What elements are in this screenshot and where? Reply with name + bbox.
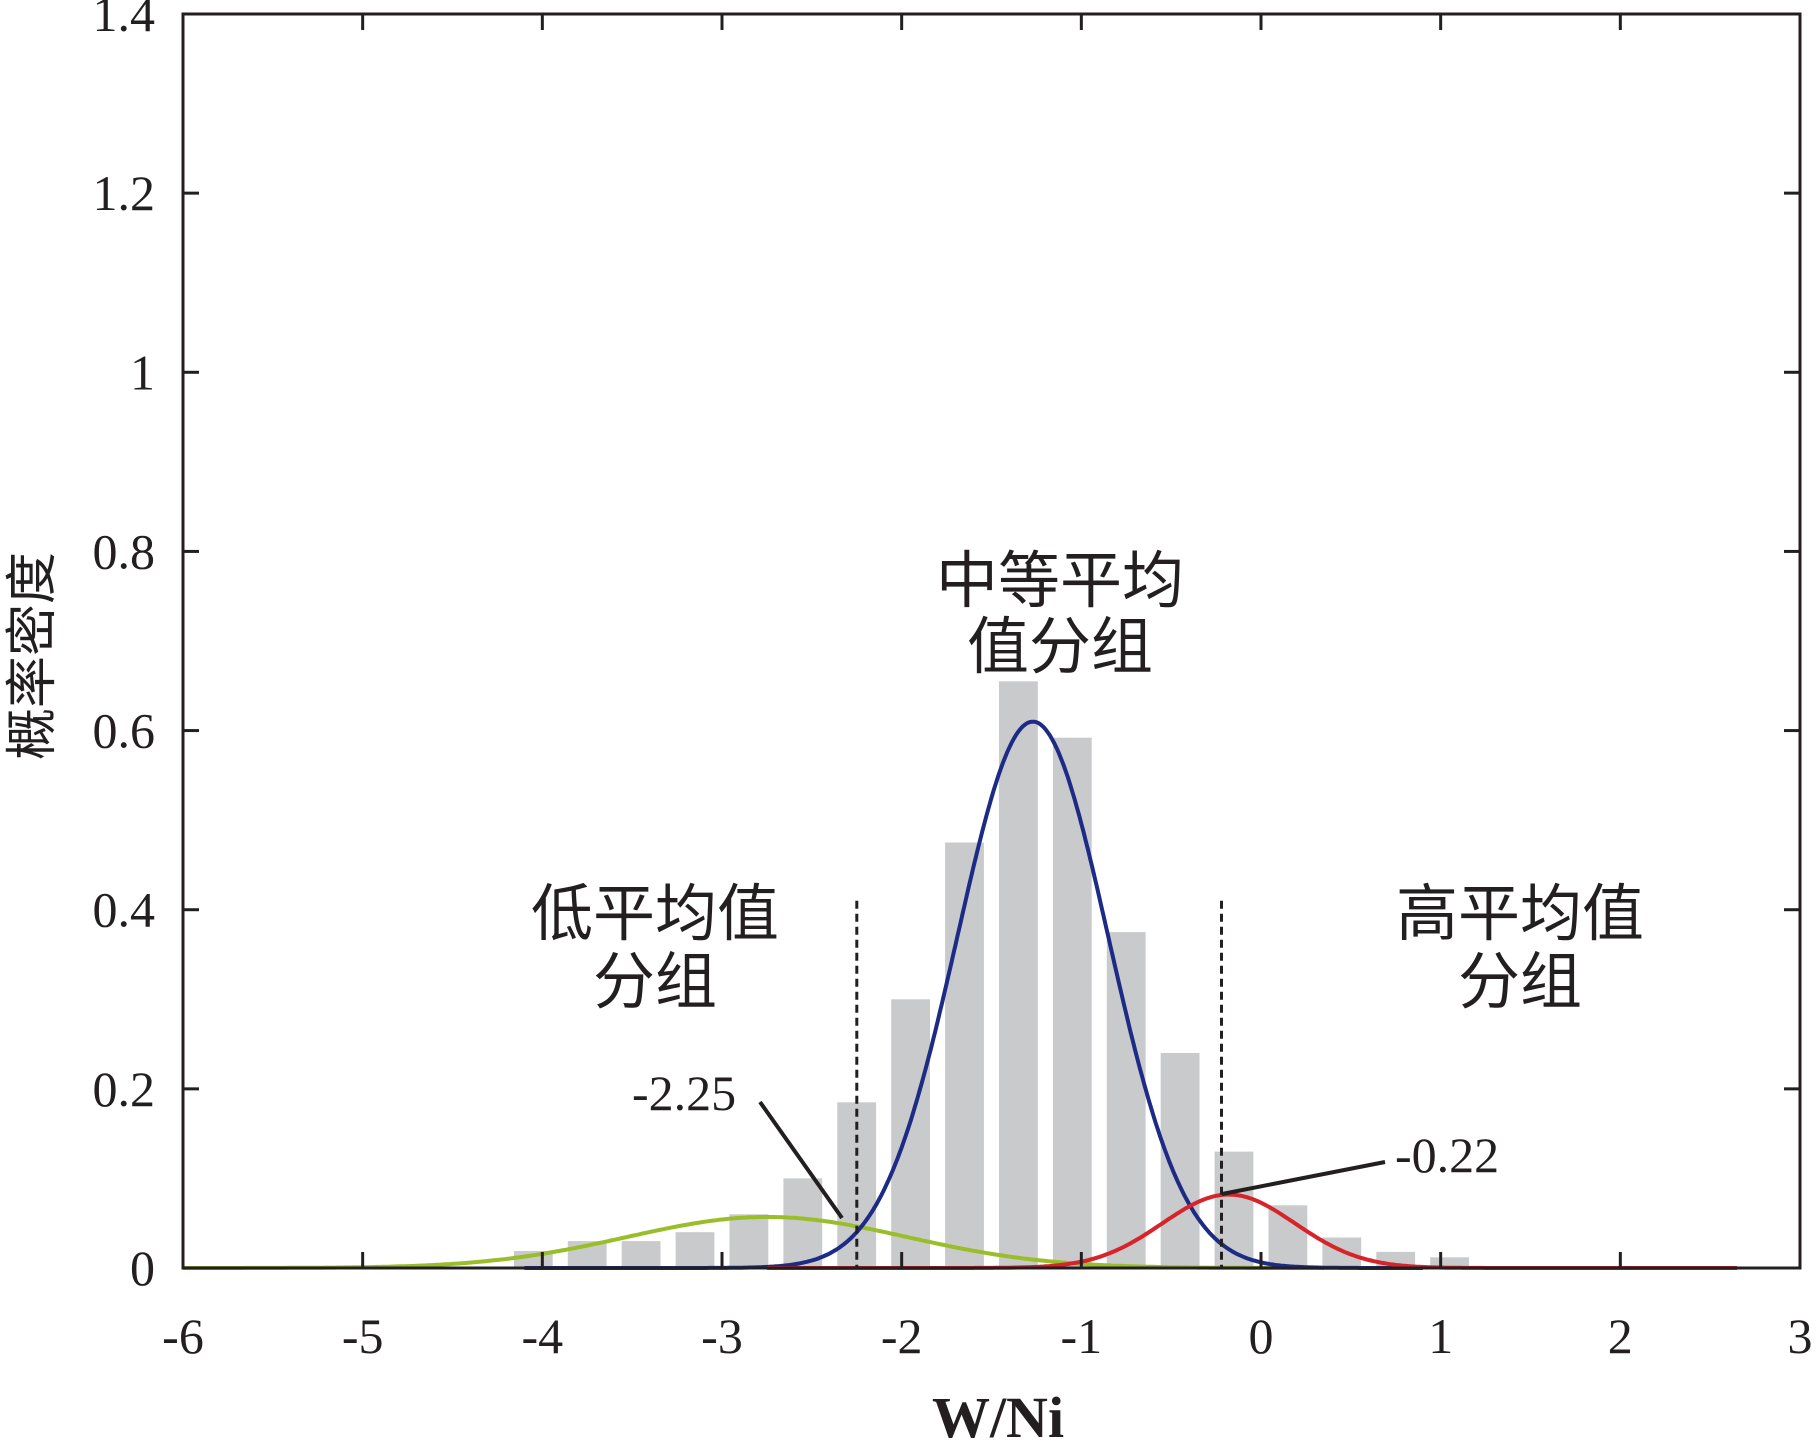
y-tick-label: 0.8 [93,523,156,579]
x-axis-title: W/Ni [932,1385,1064,1447]
histogram-bar [783,1178,823,1268]
histogram-bar [675,1232,715,1268]
histogram-bar [1430,1257,1469,1268]
group-label-line: 分组 [593,945,717,1018]
threshold-leader-line [1221,1160,1386,1196]
group-label-line: 值分组 [967,610,1153,683]
histogram-bar [1160,1053,1200,1268]
y-axis-title: 概率密度 [3,552,63,760]
x-tick-label: -6 [162,1308,204,1364]
x-tick-label: -1 [1060,1308,1102,1364]
x-tick-label: -3 [701,1308,743,1364]
y-tick-label: 0.4 [93,882,156,938]
group-label-line: 低平均值 [531,877,779,950]
histogram-bar [621,1241,661,1268]
x-tick-label: 0 [1249,1308,1274,1364]
x-tick-label: -2 [881,1308,923,1364]
histogram-bar [1106,932,1146,1268]
y-tick-label: 1 [130,344,155,400]
x-tick-label: -5 [342,1308,384,1364]
y-tick-label: 0 [130,1240,155,1296]
threshold-value-label: -2.25 [632,1065,736,1121]
threshold-value-label: -0.22 [1395,1127,1499,1183]
histogram-bars [513,681,1469,1268]
histogram-bar [1052,737,1092,1268]
x-tick-label: 2 [1608,1308,1633,1364]
y-tick-label: 1.4 [93,0,156,42]
axis-ticks [183,14,1800,1268]
plot-frame [181,12,1802,1270]
group-label-line: 中等平均 [936,544,1184,617]
group-label-line: 高平均值 [1396,877,1644,950]
histogram-bar [1214,1151,1254,1268]
chart-labels: -2.25 -0.22 -6 -5 -4 -3 -2 -1 0 1 2 3 0 0.2 0.4 0.6 0.8 1… [3,0,1813,1447]
histogram-bar [1268,1205,1308,1268]
x-tick-label: -4 [521,1308,563,1364]
threshold-leader-line [758,1100,844,1220]
histogram-bar [999,681,1038,1268]
group-label-line: 分组 [1458,945,1582,1018]
histogram-bar [891,999,930,1268]
x-tick-label: 3 [1788,1308,1813,1364]
histogram-bar [729,1214,769,1268]
threshold-lines [758,900,1386,1268]
y-tick-label: 0.2 [93,1061,156,1117]
y-tick-label: 0.6 [93,703,156,759]
x-tick-label: 1 [1428,1308,1453,1364]
y-tick-label: 1.2 [93,165,156,221]
